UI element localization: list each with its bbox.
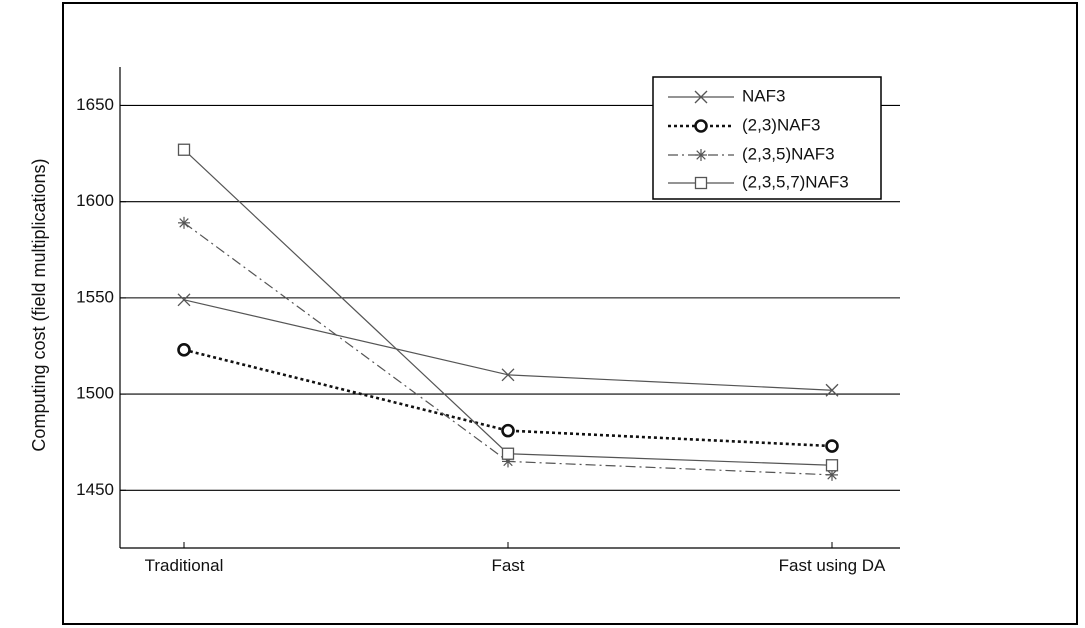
y-tick-label: 1500	[76, 384, 114, 403]
legend: NAF3 (2,3)NAF3 (2,3,5)NAF3 (2,3,5,7)NAF3	[652, 76, 882, 200]
point-marker	[825, 383, 839, 397]
point-marker	[177, 143, 191, 156]
point-marker	[501, 368, 515, 382]
point-marker	[695, 149, 707, 161]
point-marker	[177, 293, 191, 307]
legend-label: NAF3	[742, 86, 785, 105]
series-2	[177, 343, 839, 453]
x-ticks: Traditional Fast Fast using DA	[145, 542, 886, 575]
y-tick-label: 1550	[76, 287, 114, 306]
series-1	[177, 293, 839, 397]
legend-entry-1: NAF3	[668, 86, 785, 105]
legend-label: (2,3)NAF3	[742, 115, 820, 134]
point-marker	[501, 447, 515, 460]
point-marker	[177, 343, 191, 357]
series-group	[177, 143, 839, 481]
legend-entry-3: (2,3,5)NAF3	[668, 144, 835, 163]
legend-entry-4: (2,3,5,7)NAF3	[668, 172, 849, 191]
legend-label: (2,3,5)NAF3	[742, 144, 835, 163]
legend-label: (2,3,5,7)NAF3	[742, 172, 849, 191]
outer-frame	[62, 2, 1078, 625]
series-4	[177, 143, 839, 472]
point-marker	[825, 439, 839, 453]
point-marker	[694, 90, 708, 104]
point-marker	[825, 459, 839, 472]
grid	[120, 104, 900, 491]
y-tick-label: 1450	[76, 480, 114, 499]
y-tick-label: 1600	[76, 191, 114, 210]
point-marker	[501, 423, 515, 438]
x-tick-label: Traditional	[145, 556, 224, 575]
series-line	[183, 299, 833, 391]
y-ticks: 1450 1500 1550 1600 1650	[76, 95, 126, 499]
axes	[119, 67, 900, 549]
point-marker	[178, 216, 190, 229]
x-tick-label: Fast using DA	[779, 556, 886, 575]
x-tick-label: Fast	[491, 556, 524, 575]
legend-entry-2: (2,3)NAF3	[668, 115, 820, 134]
point-marker	[694, 119, 708, 133]
y-tick-label: 1650	[76, 95, 114, 114]
point-marker	[694, 176, 708, 190]
y-axis-label: Computing cost (field multiplications)	[29, 158, 49, 451]
